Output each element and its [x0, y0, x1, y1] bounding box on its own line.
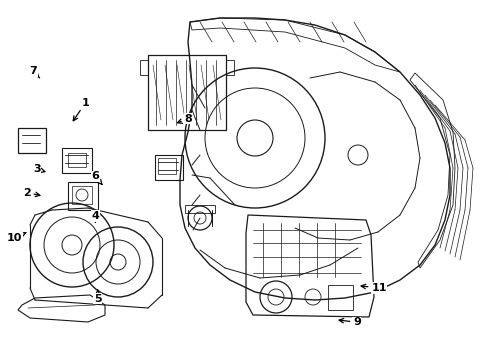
Text: 3: 3	[33, 164, 45, 174]
Text: 10: 10	[7, 233, 26, 243]
Text: 8: 8	[177, 114, 192, 124]
Text: 7: 7	[29, 66, 40, 78]
Text: 9: 9	[338, 317, 360, 327]
Text: 6: 6	[91, 171, 102, 184]
Text: 11: 11	[360, 283, 386, 293]
Text: 1: 1	[73, 98, 89, 121]
Text: 4: 4	[91, 211, 99, 222]
Text: 5: 5	[94, 290, 102, 304]
Text: 2: 2	[23, 188, 40, 198]
